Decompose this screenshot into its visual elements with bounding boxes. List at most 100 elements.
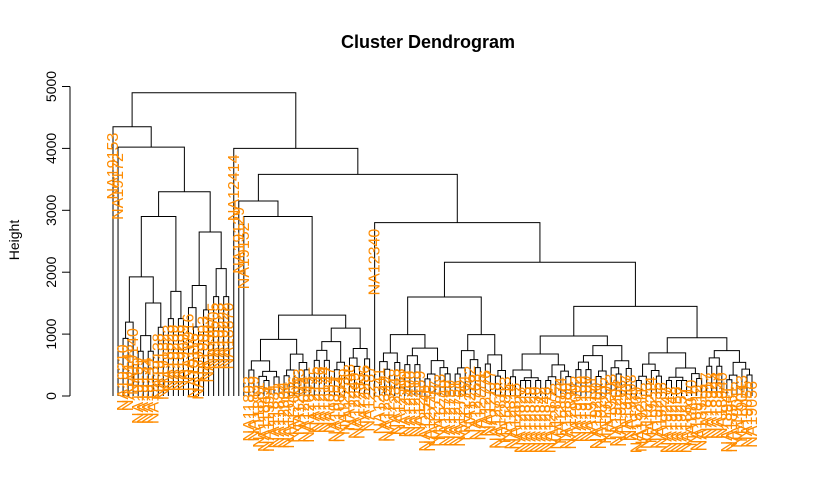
dendrogram-branch — [278, 314, 347, 340]
leaf-label: NA19099 — [175, 324, 192, 391]
leaf-label: NA10847 — [321, 366, 338, 433]
leaf-label: NA19137 — [145, 357, 162, 424]
dendrogram-branch — [713, 350, 740, 363]
dendrogram-branch — [595, 375, 602, 396]
y-tick-label: 5000 — [43, 71, 59, 102]
leaf-label: NA12750 — [442, 380, 459, 447]
leaf-label: NA10851 — [326, 376, 343, 443]
leaf-label: NA19143 — [120, 344, 137, 411]
leaf-label: NA19236 — [653, 382, 670, 449]
leaf-label: NA19159 — [130, 357, 147, 424]
leaf-label: NA19201 — [593, 382, 610, 449]
dendrogram-branch — [258, 375, 267, 396]
leaf-label: NA12760 — [452, 380, 469, 447]
leaf-label: NA19256 — [669, 386, 686, 453]
dendrogram-branch — [625, 367, 632, 396]
dendrogram-branch — [354, 365, 361, 396]
leaf-label: NA12145 — [306, 366, 323, 433]
leaf-label: NA12004 — [276, 382, 293, 449]
leaf-label: NA19129 — [231, 207, 248, 274]
leaf-label: NA12144 — [316, 366, 333, 433]
dendrogram-branch — [467, 334, 496, 355]
leaf-label: NA19012 — [729, 381, 746, 448]
dendrogram-branch — [521, 353, 559, 370]
dendrogram-branch — [444, 373, 451, 396]
dendrogram-branch — [223, 296, 230, 396]
leaf-label: NA19144 — [140, 357, 157, 424]
dendrogram-branch — [203, 309, 210, 396]
leaf-label: NA12761 — [457, 374, 474, 441]
dendrogram-branch — [585, 369, 592, 396]
leaf-label: NA11839 — [246, 376, 263, 442]
y-axis-label: Height — [6, 220, 22, 261]
leaf-label: NA19210 — [115, 344, 132, 411]
dendrogram-branch — [352, 347, 368, 359]
leaf-label: NA18934 — [709, 372, 726, 439]
leaf-label: NA12716 — [422, 385, 439, 452]
leaf-label: NA19190 — [578, 375, 595, 442]
leaf-label: NA12843 — [538, 386, 555, 453]
dendrogram-branch — [610, 367, 620, 396]
leaf-label: NA19055 — [739, 381, 756, 448]
dendrogram-branch — [262, 370, 278, 377]
leaf-label: NA19152 — [236, 222, 253, 289]
dendrogram-branch — [469, 359, 479, 396]
leaf-label: NA19222 — [216, 303, 233, 370]
leaf-label: NA12889 — [558, 382, 575, 449]
leaf-label: NA12546 — [417, 385, 434, 452]
dendrogram-branch — [424, 378, 431, 396]
leaf-label: NA12763 — [467, 374, 484, 441]
leaf-label: NA12006 — [286, 376, 303, 443]
leaf-label: NA12762 — [462, 366, 479, 433]
leaf-label: NA19140 — [125, 328, 142, 395]
leaf-label: NA11843 — [256, 386, 273, 452]
leaf-label: NA12347 — [382, 375, 399, 442]
dendrogram-branch — [648, 352, 687, 368]
dendrogram-branch — [668, 376, 684, 381]
leaf-label: NA12005 — [281, 382, 298, 449]
leaf-label: NA19203 — [603, 374, 620, 441]
leaf-label: NA18916 — [180, 314, 197, 381]
dendrogram-branch — [170, 290, 182, 319]
leaf-label: NA18505 — [206, 303, 223, 370]
leaf-label: NA18941 — [719, 386, 736, 453]
dendrogram-branch — [430, 360, 445, 375]
leaf-label: NA19207 — [618, 374, 635, 441]
dendrogram-branch — [257, 173, 458, 223]
y-tick-label: 3000 — [43, 195, 59, 226]
dendrogram-branch — [573, 305, 698, 338]
leaf-label: NA19209 — [628, 386, 645, 453]
leaf-label: NA12283 — [352, 372, 369, 439]
leaf-label: NA12399 — [397, 371, 414, 438]
leaf-label: NA19191 — [583, 375, 600, 442]
dendrogram-branch — [708, 357, 720, 367]
dendrogram-branch — [551, 364, 566, 377]
y-tick-label: 0 — [43, 392, 59, 400]
leaf-label: NA19056 — [744, 381, 761, 448]
leaf-label: NA18870 — [221, 303, 238, 370]
leaf-label: NA12413 — [407, 371, 424, 438]
leaf-label: NA12717 — [427, 380, 444, 447]
dendrogram-branch — [382, 352, 398, 363]
dendrogram-branch — [379, 361, 388, 396]
dendrogram-branch — [177, 318, 184, 396]
leaf-label: NA12249 — [347, 372, 364, 439]
y-tick-label: 4000 — [43, 133, 59, 164]
leaf-label: NA12815 — [508, 383, 525, 450]
dendrogram-branch — [497, 370, 506, 396]
dendrogram-branch — [140, 215, 177, 292]
leaf-label: NA18917 — [699, 372, 716, 439]
dendrogram-branch — [741, 368, 750, 396]
leaf-label: NA18940 — [714, 372, 731, 439]
leaf-label: NA19189 — [573, 375, 590, 442]
dendrogram-branch — [348, 357, 358, 396]
leaf-label: NA12751 — [447, 380, 464, 447]
dendrogram-branch — [732, 361, 747, 376]
leaf-label: NA12776 — [477, 370, 494, 437]
leaf-label: NA12873 — [548, 383, 565, 450]
leaf-label: NA19204 — [608, 380, 625, 447]
leaf-label: NA11893 — [241, 376, 258, 442]
leaf-label: NA18923 — [704, 372, 721, 439]
leaf-label: NA12842 — [533, 386, 550, 453]
